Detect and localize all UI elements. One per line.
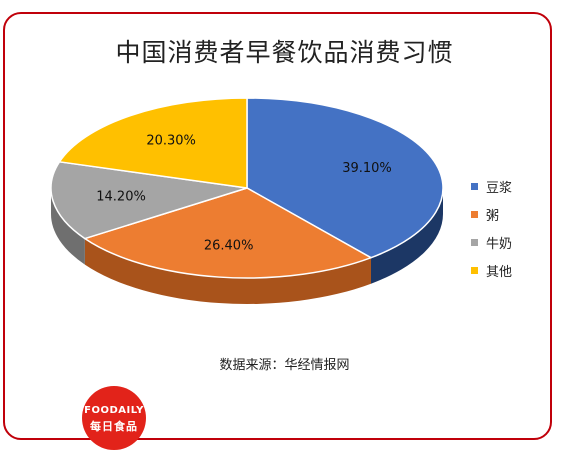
legend-item: 豆浆 [471, 172, 512, 200]
legend-label: 牛奶 [486, 236, 513, 252]
legend: 豆浆 粥 牛奶 其他 [471, 172, 512, 284]
pie-side-walls [51, 188, 443, 304]
pie-data-label: 26.40% [204, 238, 254, 253]
foodaily-logo: FOODAILY 每日食品 [82, 386, 146, 450]
logo-circle [82, 386, 146, 450]
legend-item: 其他 [471, 256, 512, 284]
pie-slice-side [370, 188, 443, 284]
legend-swatch [471, 266, 478, 274]
pie-slice-side [51, 188, 85, 265]
source-note: 数据来源：华经情报网 [219, 358, 350, 373]
pie-data-label: 20.30% [146, 133, 196, 148]
legend-label: 豆浆 [486, 180, 513, 196]
pie-data-labels: 39.10% 26.40% 14.20% 20.30% [96, 133, 392, 253]
legend-swatch [471, 210, 478, 218]
pie-top-faces [50, 97, 444, 279]
pie-data-label: 14.20% [96, 189, 146, 204]
pie-slice [58, 97, 248, 189]
logo-cn-text: 每日食品 [90, 420, 138, 433]
pie-slice [84, 187, 372, 279]
logo-brand-text: FOODAILY [84, 405, 144, 416]
pie-slice [50, 161, 248, 240]
chart-title: 中国消费者早餐饮品消费习惯 [115, 38, 454, 67]
legend-swatch [471, 238, 478, 246]
pie-data-label: 39.10% [342, 161, 392, 176]
legend-label: 粥 [486, 208, 500, 224]
legend-label: 其他 [486, 264, 513, 280]
legend-swatch [471, 182, 478, 190]
chart-frame [3, 12, 552, 440]
pie-slice-side [84, 238, 371, 304]
legend-item: 牛奶 [471, 228, 512, 256]
pie-slice [246, 97, 444, 259]
legend-item: 粥 [471, 200, 512, 228]
